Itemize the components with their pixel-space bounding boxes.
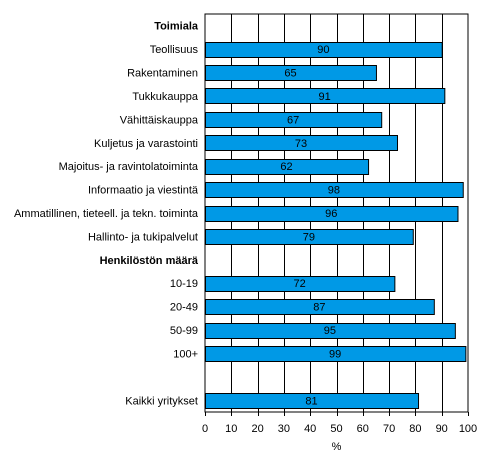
category-label: Kuljetus ja varastointi (94, 138, 198, 150)
bar (205, 159, 370, 175)
bar (205, 346, 467, 362)
bar (205, 65, 377, 81)
bar-value-label: 65 (284, 68, 296, 80)
x-axis-label: % (332, 441, 342, 453)
x-tick-label: 20 (251, 423, 263, 435)
category-label: Kaikki yritykset (125, 395, 198, 407)
x-tick-label: 10 (225, 423, 237, 435)
category-label: Informaatio ja viestintä (88, 185, 199, 197)
category-label: 20-49 (170, 302, 198, 314)
category-label: 10-19 (170, 278, 198, 290)
category-label: Hallinto- ja tukipalvelut (88, 231, 198, 243)
bar (205, 182, 464, 198)
bar (205, 299, 435, 315)
x-tick-label: 40 (304, 423, 316, 435)
bar-value-label: 90 (317, 44, 329, 56)
bar (205, 42, 443, 58)
category-label: 50-99 (170, 325, 198, 337)
x-tick-label: 100 (459, 423, 477, 435)
category-label: Rakentaminen (127, 68, 198, 80)
bar (205, 229, 414, 245)
bar-value-label: 98 (328, 185, 340, 197)
x-tick-label: 70 (383, 423, 395, 435)
x-tick-label: 90 (436, 423, 448, 435)
bar (205, 135, 398, 151)
bar (205, 393, 420, 409)
x-tick-label: 30 (278, 423, 290, 435)
x-tick-label: 80 (409, 423, 421, 435)
x-tick-label: 60 (357, 423, 369, 435)
bar-value-label: 81 (305, 395, 317, 407)
x-tick-label: 50 (330, 423, 342, 435)
bar-value-label: 79 (303, 231, 315, 243)
group-header: Henkilöstön määrä (100, 255, 199, 267)
bar-value-label: 73 (295, 138, 307, 150)
category-label: Vähittäiskauppa (120, 114, 199, 126)
bar (205, 206, 459, 222)
bar (205, 88, 446, 104)
bar-value-label: 67 (287, 114, 299, 126)
bar-value-label: 95 (324, 325, 336, 337)
x-axis-ticks: 0 10 20 30 40 50 60 70 80 90 100 (202, 412, 477, 435)
category-label: Majoitus- ja ravintolatoiminta (59, 161, 199, 173)
bar-value-label: 62 (280, 161, 292, 173)
category-label: Ammatillinen, tieteell. ja tekn. toimint… (14, 208, 199, 220)
category-labels: Toimiala Teollisuus Rakentaminen Tukkukaupp… (14, 21, 199, 408)
bar-value-label: 91 (319, 91, 331, 103)
bar-value-label: 87 (313, 302, 325, 314)
bar (205, 112, 383, 128)
bar (205, 323, 456, 339)
bar (205, 276, 396, 292)
group-header: Toimiala (154, 21, 199, 33)
x-tick-label: 0 (202, 423, 208, 435)
category-label: Teollisuus (150, 44, 199, 56)
bar-value-label: 99 (329, 348, 341, 360)
bar-value-label: 72 (294, 278, 306, 290)
category-label: Tukkukauppa (132, 91, 199, 103)
bar-value-label: 96 (325, 208, 337, 220)
category-label: 100+ (173, 348, 198, 360)
